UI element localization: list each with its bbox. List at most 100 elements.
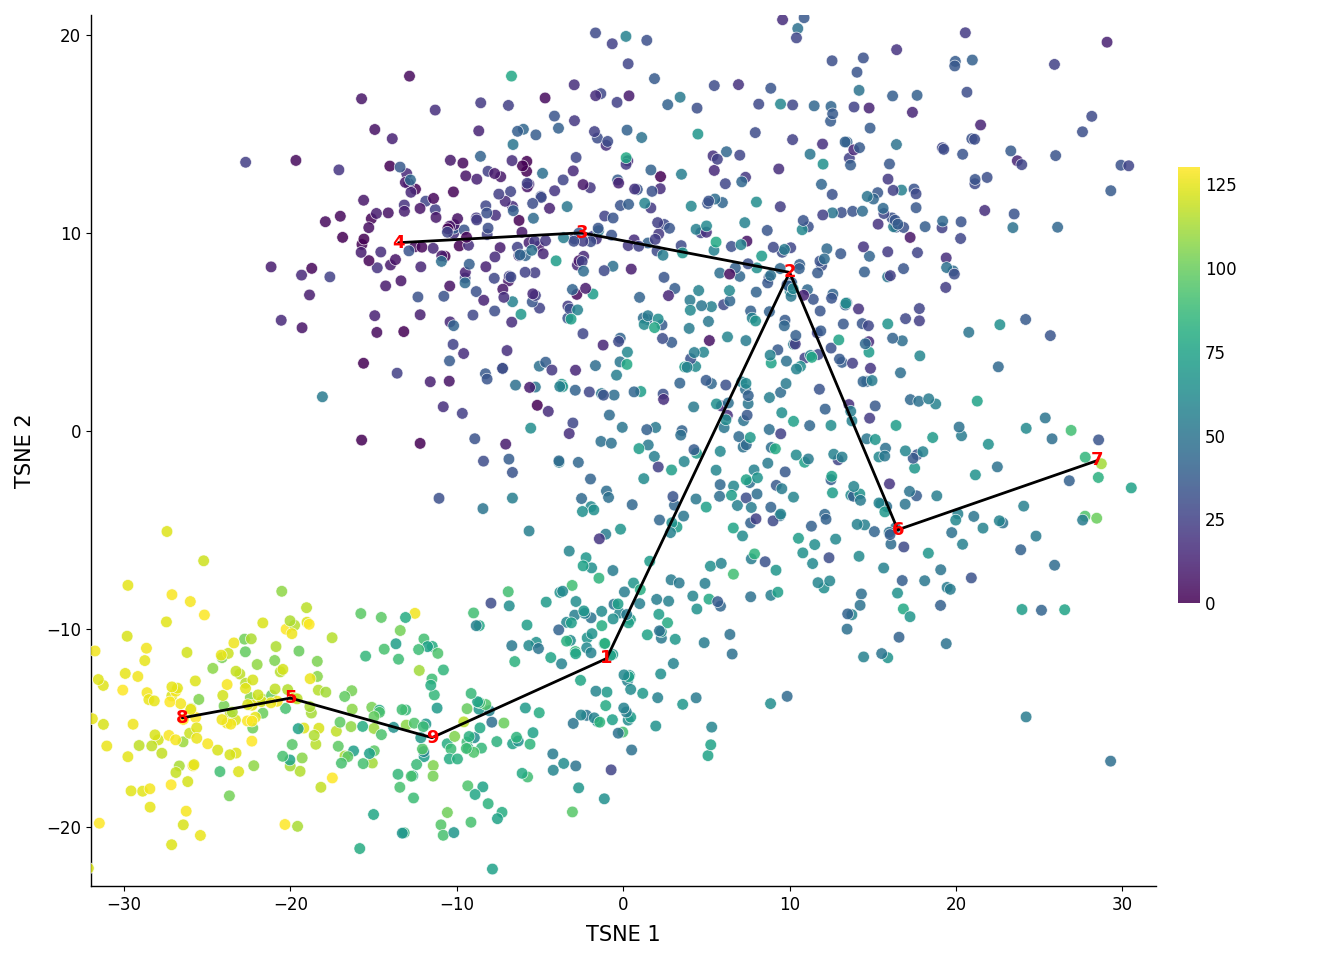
- Point: [411, 239, 433, 254]
- Point: [587, 221, 609, 236]
- Point: [579, 180, 601, 196]
- Point: [129, 738, 151, 754]
- Point: [564, 363, 586, 378]
- Point: [575, 708, 597, 723]
- Point: [617, 712, 638, 728]
- Point: [185, 709, 207, 725]
- Point: [496, 343, 517, 358]
- Point: [909, 348, 930, 364]
- Point: [419, 374, 441, 390]
- Point: [758, 421, 780, 437]
- Point: [452, 156, 473, 171]
- Point: [618, 669, 640, 684]
- Point: [597, 133, 618, 149]
- Point: [286, 819, 308, 834]
- Point: [390, 274, 411, 289]
- Point: [571, 253, 593, 269]
- Point: [325, 724, 347, 739]
- Point: [168, 758, 190, 774]
- Point: [1087, 432, 1109, 447]
- Point: [466, 212, 488, 228]
- Point: [687, 101, 708, 116]
- Point: [988, 359, 1009, 374]
- Point: [821, 187, 843, 203]
- Point: [457, 741, 478, 756]
- Point: [785, 447, 806, 463]
- Point: [899, 484, 921, 499]
- Point: [810, 258, 832, 274]
- Point: [949, 420, 970, 435]
- Point: [308, 683, 329, 698]
- Point: [698, 193, 719, 208]
- Point: [228, 764, 250, 780]
- Point: [500, 270, 521, 285]
- Point: [797, 451, 818, 467]
- Point: [652, 317, 673, 332]
- Point: [499, 269, 520, 284]
- Point: [692, 345, 714, 360]
- Point: [1016, 420, 1038, 436]
- Point: [852, 50, 874, 65]
- Point: [935, 251, 957, 266]
- Point: [396, 166, 418, 181]
- Point: [671, 167, 692, 182]
- Point: [828, 452, 849, 468]
- Point: [403, 715, 425, 731]
- Point: [680, 199, 702, 214]
- Point: [241, 631, 262, 646]
- Point: [859, 101, 880, 116]
- Point: [606, 368, 628, 383]
- Point: [860, 361, 882, 376]
- Point: [469, 149, 491, 164]
- Point: [552, 172, 574, 187]
- Point: [359, 253, 380, 269]
- Point: [390, 623, 411, 638]
- Point: [649, 169, 671, 184]
- Point: [989, 317, 1011, 332]
- Point: [797, 282, 818, 298]
- Point: [634, 196, 656, 211]
- Point: [566, 150, 587, 165]
- Point: [782, 414, 804, 429]
- Point: [517, 637, 539, 653]
- Point: [355, 648, 376, 663]
- Point: [781, 275, 802, 290]
- Point: [780, 240, 801, 255]
- Point: [177, 774, 199, 789]
- Point: [886, 220, 907, 235]
- Point: [943, 267, 965, 282]
- Point: [602, 36, 624, 52]
- Point: [737, 407, 758, 422]
- Point: [290, 268, 312, 283]
- Point: [965, 172, 986, 187]
- Point: [961, 53, 982, 68]
- Point: [358, 220, 379, 235]
- Point: [552, 584, 574, 599]
- Point: [853, 517, 875, 533]
- Point: [364, 308, 386, 324]
- Point: [945, 54, 966, 69]
- Point: [234, 632, 255, 647]
- Point: [700, 299, 722, 314]
- Point: [1040, 328, 1062, 344]
- Point: [523, 725, 544, 740]
- Point: [198, 736, 219, 752]
- Point: [180, 594, 202, 610]
- Point: [761, 355, 782, 371]
- Point: [715, 377, 737, 393]
- Point: [585, 25, 606, 40]
- Point: [652, 248, 673, 263]
- Point: [802, 556, 824, 571]
- Point: [433, 662, 454, 678]
- Point: [352, 719, 374, 734]
- Point: [758, 390, 780, 405]
- Point: [504, 654, 526, 669]
- Point: [353, 193, 375, 208]
- Point: [751, 249, 773, 264]
- Point: [341, 702, 363, 717]
- Point: [700, 737, 722, 753]
- Point: [165, 765, 187, 780]
- Point: [523, 210, 544, 226]
- Point: [847, 516, 868, 532]
- Point: [848, 83, 870, 98]
